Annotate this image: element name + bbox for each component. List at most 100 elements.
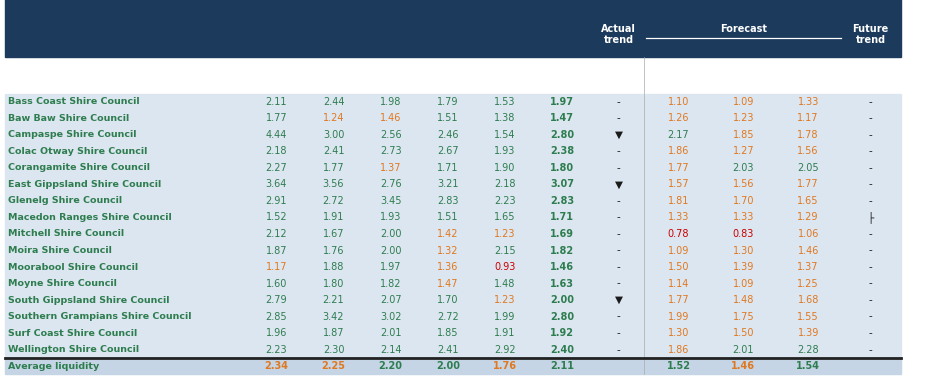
Text: 1.85: 1.85 <box>437 328 458 338</box>
Text: 1.14: 1.14 <box>667 278 688 289</box>
Bar <box>5 176 900 193</box>
Text: 3.45: 3.45 <box>380 196 401 206</box>
Text: 1.50: 1.50 <box>732 328 753 338</box>
Text: 1.54: 1.54 <box>795 361 820 371</box>
Bar <box>5 0 900 57</box>
Text: 2.92: 2.92 <box>494 345 515 355</box>
Text: 2.40: 2.40 <box>549 345 574 355</box>
Text: 1.79: 1.79 <box>437 97 458 107</box>
Text: Actual
trend: Actual trend <box>601 23 635 45</box>
Text: 1.30: 1.30 <box>667 328 688 338</box>
Text: 1.39: 1.39 <box>797 328 818 338</box>
Text: 1.17: 1.17 <box>266 262 287 272</box>
Text: 1.87: 1.87 <box>266 246 287 255</box>
Text: 2.67: 2.67 <box>437 146 458 156</box>
Text: 1.98: 1.98 <box>380 97 401 107</box>
Text: 1.51: 1.51 <box>437 213 458 222</box>
Text: 2.23: 2.23 <box>266 345 287 355</box>
Text: 1.50: 1.50 <box>667 262 688 272</box>
Text: 2.30: 2.30 <box>323 345 344 355</box>
Text: 1.29: 1.29 <box>797 213 818 222</box>
Text: -: - <box>868 246 871 255</box>
Text: ▼: ▼ <box>614 130 622 140</box>
Text: Southern Grampians Shire Council: Southern Grampians Shire Council <box>8 312 191 321</box>
Text: 1.54: 1.54 <box>494 130 515 140</box>
Text: 2.41: 2.41 <box>437 345 458 355</box>
Text: Moyne Shire Council: Moyne Shire Council <box>8 279 116 288</box>
Text: -: - <box>868 179 871 190</box>
Text: 1.77: 1.77 <box>323 163 344 173</box>
Text: 1.39: 1.39 <box>732 262 753 272</box>
Text: 1.71: 1.71 <box>549 213 574 222</box>
Text: 1.97: 1.97 <box>380 262 401 272</box>
Text: 3.07: 3.07 <box>549 179 574 190</box>
Text: -: - <box>868 328 871 338</box>
Text: 1.82: 1.82 <box>380 278 401 289</box>
Text: 1.71: 1.71 <box>437 163 458 173</box>
Text: 2.05: 2.05 <box>797 163 818 173</box>
Text: 3.42: 3.42 <box>323 312 344 322</box>
Text: 1.10: 1.10 <box>667 97 688 107</box>
Text: 2014: 2014 <box>491 70 518 80</box>
Bar <box>5 226 900 242</box>
Text: Colac Otway Shire Council: Colac Otway Shire Council <box>8 147 147 156</box>
Text: 2.18: 2.18 <box>266 146 287 156</box>
Text: 2.83: 2.83 <box>437 196 458 206</box>
Text: 2.72: 2.72 <box>437 312 458 322</box>
Text: 2.00: 2.00 <box>435 361 460 371</box>
Text: 1.27: 1.27 <box>732 146 753 156</box>
Bar <box>5 341 900 358</box>
Text: -: - <box>868 113 871 123</box>
Text: 2.14: 2.14 <box>380 345 401 355</box>
Text: -: - <box>868 262 871 272</box>
Text: 0.78: 0.78 <box>667 229 688 239</box>
Text: 1.86: 1.86 <box>667 146 688 156</box>
Text: 2.34: 2.34 <box>264 361 288 371</box>
Text: -: - <box>616 97 620 107</box>
Text: 1.46: 1.46 <box>380 113 401 123</box>
Bar <box>5 292 900 308</box>
Text: 2.80: 2.80 <box>549 312 574 322</box>
Text: Moorabool Shire Council: Moorabool Shire Council <box>8 262 138 271</box>
Text: ▼: ▼ <box>614 179 622 190</box>
Text: 1.33: 1.33 <box>667 213 688 222</box>
Text: -: - <box>616 113 620 123</box>
Text: -: - <box>868 196 871 206</box>
Text: -: - <box>616 246 620 255</box>
Text: 4.44: 4.44 <box>266 130 287 140</box>
Bar <box>5 127 900 143</box>
Text: 2.85: 2.85 <box>266 312 287 322</box>
Text: 1.26: 1.26 <box>667 113 688 123</box>
Bar <box>5 358 900 374</box>
Text: 1.70: 1.70 <box>437 295 458 305</box>
Text: Wellington Shire Council: Wellington Shire Council <box>8 345 139 354</box>
Text: 0.83: 0.83 <box>732 229 753 239</box>
Text: 1.32: 1.32 <box>437 246 458 255</box>
Text: 2.44: 2.44 <box>323 97 344 107</box>
Text: 2011: 2011 <box>320 70 347 80</box>
Text: -: - <box>616 163 620 173</box>
Text: 2.46: 2.46 <box>437 130 458 140</box>
Text: -: - <box>616 278 620 289</box>
Text: -: - <box>868 97 871 107</box>
Bar <box>5 308 900 325</box>
Text: -: - <box>868 345 871 355</box>
Text: Surf Coast Shire Council: Surf Coast Shire Council <box>8 329 137 338</box>
Text: 2.83: 2.83 <box>549 196 574 206</box>
Bar <box>5 160 900 176</box>
Text: 1.86: 1.86 <box>667 345 688 355</box>
Text: 1.23: 1.23 <box>494 295 515 305</box>
Text: 3.56: 3.56 <box>323 179 344 190</box>
Text: 1.38: 1.38 <box>494 113 515 123</box>
Text: 2.38: 2.38 <box>549 146 574 156</box>
Text: 1.65: 1.65 <box>494 213 515 222</box>
Text: 2.18: 2.18 <box>494 179 515 190</box>
Text: Bass Coast Shire Council: Bass Coast Shire Council <box>8 98 139 106</box>
Text: 2.12: 2.12 <box>266 229 287 239</box>
Text: 1.91: 1.91 <box>494 328 515 338</box>
Text: 2.03: 2.03 <box>732 163 753 173</box>
Text: 1.96: 1.96 <box>266 328 287 338</box>
Text: -: - <box>868 130 871 140</box>
Text: -: - <box>616 213 620 222</box>
Text: 2.27: 2.27 <box>266 163 287 173</box>
